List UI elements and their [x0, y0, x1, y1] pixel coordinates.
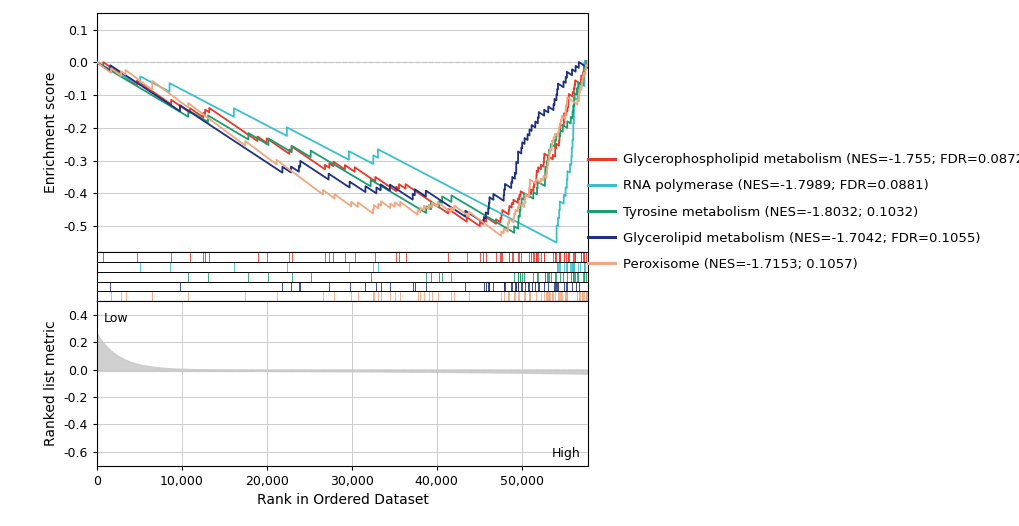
Legend: Glycerophospholipid metabolism (NES=-1.755; FDR=0.0872), RNA polymerase (NES=-1.: Glycerophospholipid metabolism (NES=-1.7… [583, 148, 1019, 276]
Text: High: High [551, 447, 580, 460]
Y-axis label: Ranked list metric: Ranked list metric [44, 320, 58, 446]
Text: Low: Low [104, 312, 128, 325]
X-axis label: Rank in Ordered Dataset: Rank in Ordered Dataset [257, 493, 428, 507]
Y-axis label: Enrichment score: Enrichment score [44, 72, 58, 194]
